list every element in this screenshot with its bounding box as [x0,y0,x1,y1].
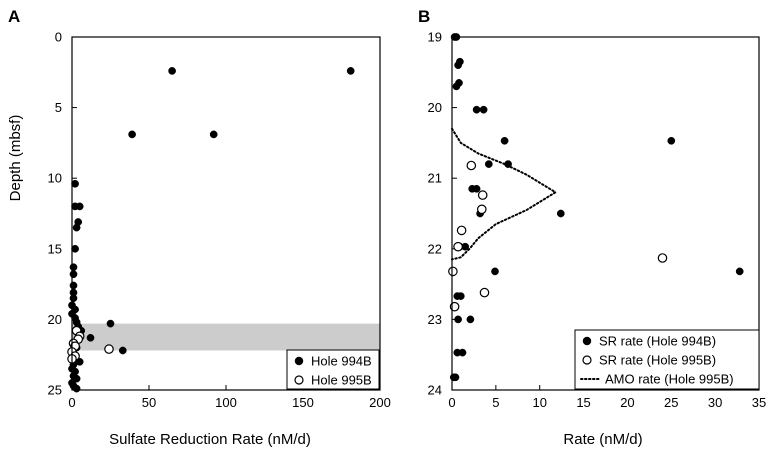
data-point-open [104,344,114,354]
x-tick-label: 15 [576,395,590,410]
legend-label: AMO rate (Hole 995B) [605,372,734,387]
data-point-filled [479,105,488,114]
y-tick-label: 21 [428,171,442,186]
data-point-filled [454,315,462,324]
y-tick-label: 19 [428,30,442,45]
x-tick-label: 30 [708,395,722,410]
data-point-open [448,266,458,277]
data-point-filled [69,263,78,272]
y-tick-label: 5 [55,100,62,115]
x-tick-label: 0 [448,395,455,410]
data-point-filled [491,267,499,276]
data-point-filled [106,319,115,328]
x-tick-label: 100 [215,395,237,410]
data-point-filled [168,67,176,75]
panel-a: A 0 50 100 150 200 0 5 10 15 20 25 Sulfate Reducti… [7,7,391,448]
data-point-filled [484,160,493,168]
data-point-open [453,241,463,252]
y-tick-label: 22 [428,241,442,256]
data-point-filled [466,315,475,324]
legend-swatch-filled [294,356,304,366]
data-point-filled [667,136,676,145]
panel-b-x-axis-title: Rate (nM/d) [563,431,642,448]
y-tick-label: 23 [428,312,442,327]
data-point-open [479,287,490,298]
data-point-filled [346,67,355,75]
panel-a-data-marks [67,67,355,393]
legend-label: Hole 995B [311,373,372,388]
data-point-filled [118,346,127,355]
panel-b-letter: B [418,7,430,26]
data-point-filled [69,270,78,279]
data-point-filled [128,130,136,139]
y-tick-label: 20 [48,312,62,327]
data-point-filled [209,130,218,139]
legend-label: SR rate (Hole 994B) [599,334,716,349]
panel-a-legend: Hole 994B Hole 995B [286,349,380,390]
x-tick-label: 200 [369,395,391,410]
data-point-filled [472,184,481,193]
data-point-filled [458,348,467,357]
legend-label: SR rate (Hole 995B) [599,353,716,368]
y-tick-label: 25 [48,383,62,398]
legend-swatch-filled [582,336,592,346]
panel-a-letter: A [8,7,20,26]
data-point-open [456,225,467,236]
data-point-filled [556,209,565,218]
x-tick-label: 150 [292,395,314,410]
x-tick-label: 25 [664,395,678,410]
data-point-filled [69,281,78,290]
y-tick-label: 20 [428,100,442,115]
legend-label: Hole 994B [311,354,372,369]
panel-a-shaded-band [72,323,380,351]
panel-a-x-axis-title: Sulfate Reduction Rate (nM/d) [109,431,311,448]
panel-b-data-marks [448,33,744,382]
data-point-filled [75,202,84,211]
x-tick-label: 10 [532,395,546,410]
amo-rate-line [451,127,558,261]
y-tick-label: 0 [55,30,62,45]
data-point-filled [451,373,460,382]
data-point-filled [735,267,744,276]
x-tick-label: 5 [492,395,499,410]
panel-a-plot-frame [71,36,381,391]
y-tick-label: 10 [48,171,62,186]
data-point-open [657,253,668,263]
data-point-open [476,204,487,215]
y-tick-label: 24 [428,383,442,398]
data-point-filled [454,61,462,70]
data-point-filled [456,292,465,300]
legend-swatch-open [582,355,592,365]
data-point-filled [452,82,461,91]
x-tick-label: 35 [752,395,766,410]
x-tick-label: 50 [142,395,156,410]
data-point-filled [72,223,81,232]
data-point-open [477,190,488,200]
legend-box [574,329,760,390]
data-point-open [466,160,477,171]
y-tick-label: 15 [48,241,62,256]
x-tick-label: 0 [68,395,75,410]
data-point-filled [500,136,509,145]
data-point-filled [472,105,481,114]
panel-b: B 0 5 10 15 20 25 30 35 19 20 21 22 23 24 Rate (nM/d)… [418,7,766,448]
x-tick-label: 20 [620,395,634,410]
panel-b-plot-frame [451,36,760,391]
data-point-filled [72,384,81,393]
data-point-filled [69,294,78,303]
panel-b-legend: SR rate (Hole 994B) SR rate (Hole 995B) AM… [574,329,760,390]
data-point-filled [86,333,95,342]
legend-swatch-open [294,375,304,385]
panel-a-y-axis-title: Depth (mbsf) [7,115,24,202]
